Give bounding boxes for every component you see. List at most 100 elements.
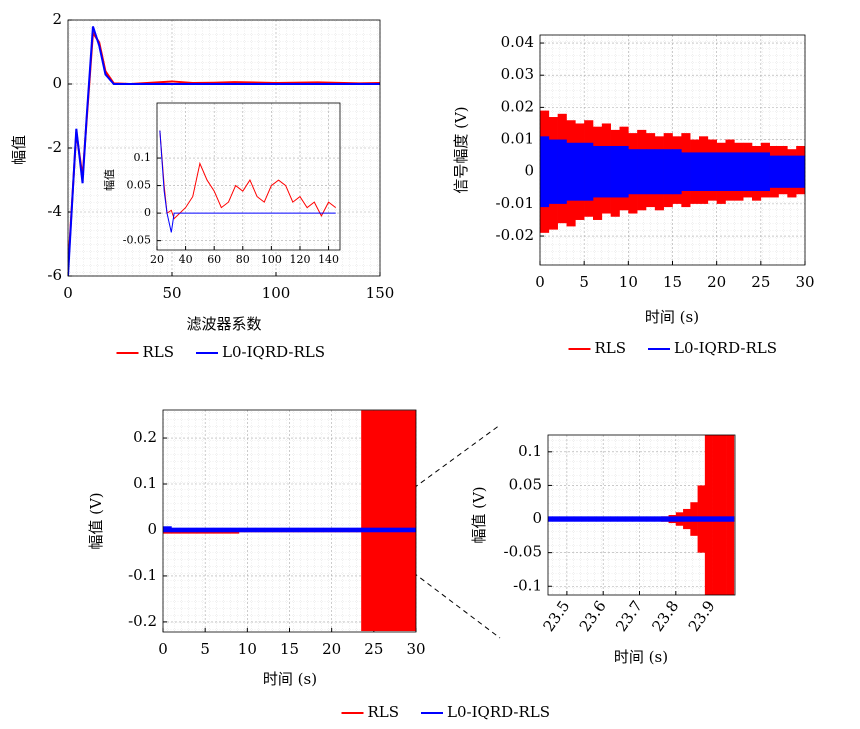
y-tick-label: -4	[47, 202, 62, 220]
noise-band	[230, 527, 240, 533]
noise-band	[646, 149, 656, 195]
noise-band	[593, 145, 603, 198]
x-tick-label: 50	[162, 284, 181, 302]
noise-band	[637, 149, 647, 195]
x-axis-label: 滤波器系数	[186, 315, 261, 333]
data-layer	[540, 110, 805, 233]
y-tick-label: 0.02	[501, 97, 534, 115]
noise-band	[734, 152, 744, 192]
x-tick-label: 60	[207, 253, 221, 266]
chart: -0.2 -0.1 0 0.1 0.2 0 5 10 15 20 25 30 时间 (s) 幅值 (V) R…	[87, 409, 550, 721]
noise-band	[356, 527, 362, 533]
noise-band	[171, 527, 181, 533]
noise-band	[306, 527, 316, 533]
noise-band	[719, 435, 727, 595]
minor-grid	[157, 103, 340, 250]
noise-band	[575, 142, 585, 201]
x-axis-label: 时间 (s)	[263, 670, 317, 688]
y-tick-label: 2	[52, 10, 62, 28]
legend-label: L0-IQRD-RLS	[674, 339, 777, 357]
series-line	[68, 26, 380, 276]
x-tick-label: 30	[795, 273, 814, 291]
noise-band	[548, 139, 558, 204]
series-line	[159, 130, 336, 233]
noise-band	[704, 516, 713, 522]
noise-band	[663, 149, 673, 195]
noise-band	[712, 516, 720, 522]
noise-band	[297, 527, 307, 533]
y-tick-label: 0.05	[509, 475, 542, 493]
noise-band	[628, 149, 638, 195]
y-tick-label: -0.2	[128, 612, 157, 630]
noise-band	[699, 152, 709, 192]
noise-band	[787, 155, 797, 188]
y-axis-label: 幅值	[10, 135, 28, 165]
noise-band	[603, 516, 611, 522]
x-tick-label: 23.9	[685, 597, 719, 635]
noise-band	[752, 152, 762, 192]
plot-frame	[539, 34, 806, 266]
legend-label: L0-IQRD-RLS	[447, 703, 550, 721]
noise-band	[163, 526, 172, 533]
x-tick-label: 25	[364, 640, 383, 658]
y-tick-label: 0.03	[501, 65, 534, 83]
noise-band	[646, 516, 655, 522]
y-axis-label: 幅值 (V)	[470, 486, 488, 543]
data-layer	[163, 410, 416, 632]
noise-band	[704, 435, 713, 595]
x-tick-label: 5	[579, 273, 589, 291]
x-tick-label: 40	[179, 253, 193, 266]
noise-band	[683, 516, 691, 522]
noise-band	[289, 527, 299, 533]
x-tick-label: 20	[150, 253, 164, 266]
x-tick-label: 10	[238, 640, 257, 658]
y-tick-label: 0	[147, 520, 157, 538]
noise-band	[697, 516, 706, 522]
noise-band	[716, 152, 726, 192]
noise-band	[690, 516, 698, 522]
data-layer	[548, 435, 735, 595]
y-axis-label: 幅值 (V)	[87, 492, 105, 549]
y-tick-label: 0	[524, 162, 534, 180]
y-tick-label: 0.05	[127, 179, 152, 192]
noise-band	[725, 152, 735, 192]
noise-band	[247, 527, 257, 533]
noise-band	[566, 142, 576, 201]
x-tick-label: 0	[63, 284, 73, 302]
legend-label: RLS	[595, 339, 627, 357]
legend-label: L0-IQRD-RLS	[222, 343, 325, 361]
noise-band	[222, 527, 231, 533]
y-tick-label: -0.1	[513, 576, 542, 594]
noise-band	[557, 139, 567, 204]
noise-band	[348, 527, 358, 533]
noise-band	[681, 152, 691, 192]
y-tick-label: 0	[52, 74, 62, 92]
y-tick-label: -0.1	[128, 566, 157, 584]
noise-band	[559, 516, 568, 522]
noise-band	[796, 155, 805, 188]
noise-band	[639, 516, 648, 522]
x-axis-label: 时间 (s)	[614, 648, 668, 666]
noise-band	[661, 516, 669, 522]
legend-label: RLS	[368, 703, 400, 721]
inset-chart: -0.05 0 0.05 0.1 20 40 60 80 100 120 140 幅值	[103, 102, 341, 266]
legend-label: RLS	[143, 343, 175, 361]
noise-band	[707, 152, 717, 192]
noise-band	[552, 516, 560, 522]
noise-band	[581, 516, 589, 522]
plot-frame	[67, 19, 381, 277]
x-tick-label: 23.6	[576, 597, 610, 635]
noise-band	[361, 527, 416, 533]
noise-band	[769, 155, 779, 188]
plot-frame	[162, 409, 417, 633]
noise-band	[255, 527, 265, 533]
y-tick-label: 0	[532, 509, 542, 527]
y-tick-label: -0.05	[123, 234, 151, 247]
series-line	[159, 130, 337, 220]
y-tick-label: -6	[47, 266, 62, 284]
noise-band	[601, 145, 611, 198]
noise-band	[272, 527, 282, 533]
noise-band	[584, 142, 594, 201]
noise-band	[205, 527, 214, 533]
